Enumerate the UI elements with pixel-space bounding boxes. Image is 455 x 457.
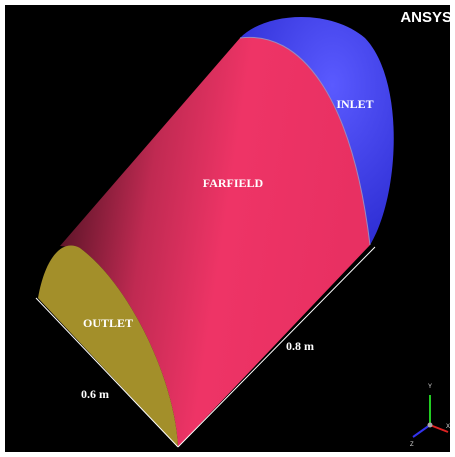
region-label: FARFIELD: [203, 176, 264, 190]
dimension-label: 0.8 m: [286, 339, 314, 353]
brand: ANSYS: [400, 9, 452, 26]
region-label: OUTLET: [83, 316, 133, 330]
axis-label: Z: [410, 442, 414, 448]
region-label: INLET: [336, 97, 373, 111]
viewport: ANSYS INLET FARFIELD OUTLET 0.8 m 0.6 m …: [0, 0, 455, 457]
axis-label: Y: [428, 384, 432, 390]
dimension-label: 0.6 m: [81, 387, 109, 401]
axis-label: X: [446, 424, 450, 430]
